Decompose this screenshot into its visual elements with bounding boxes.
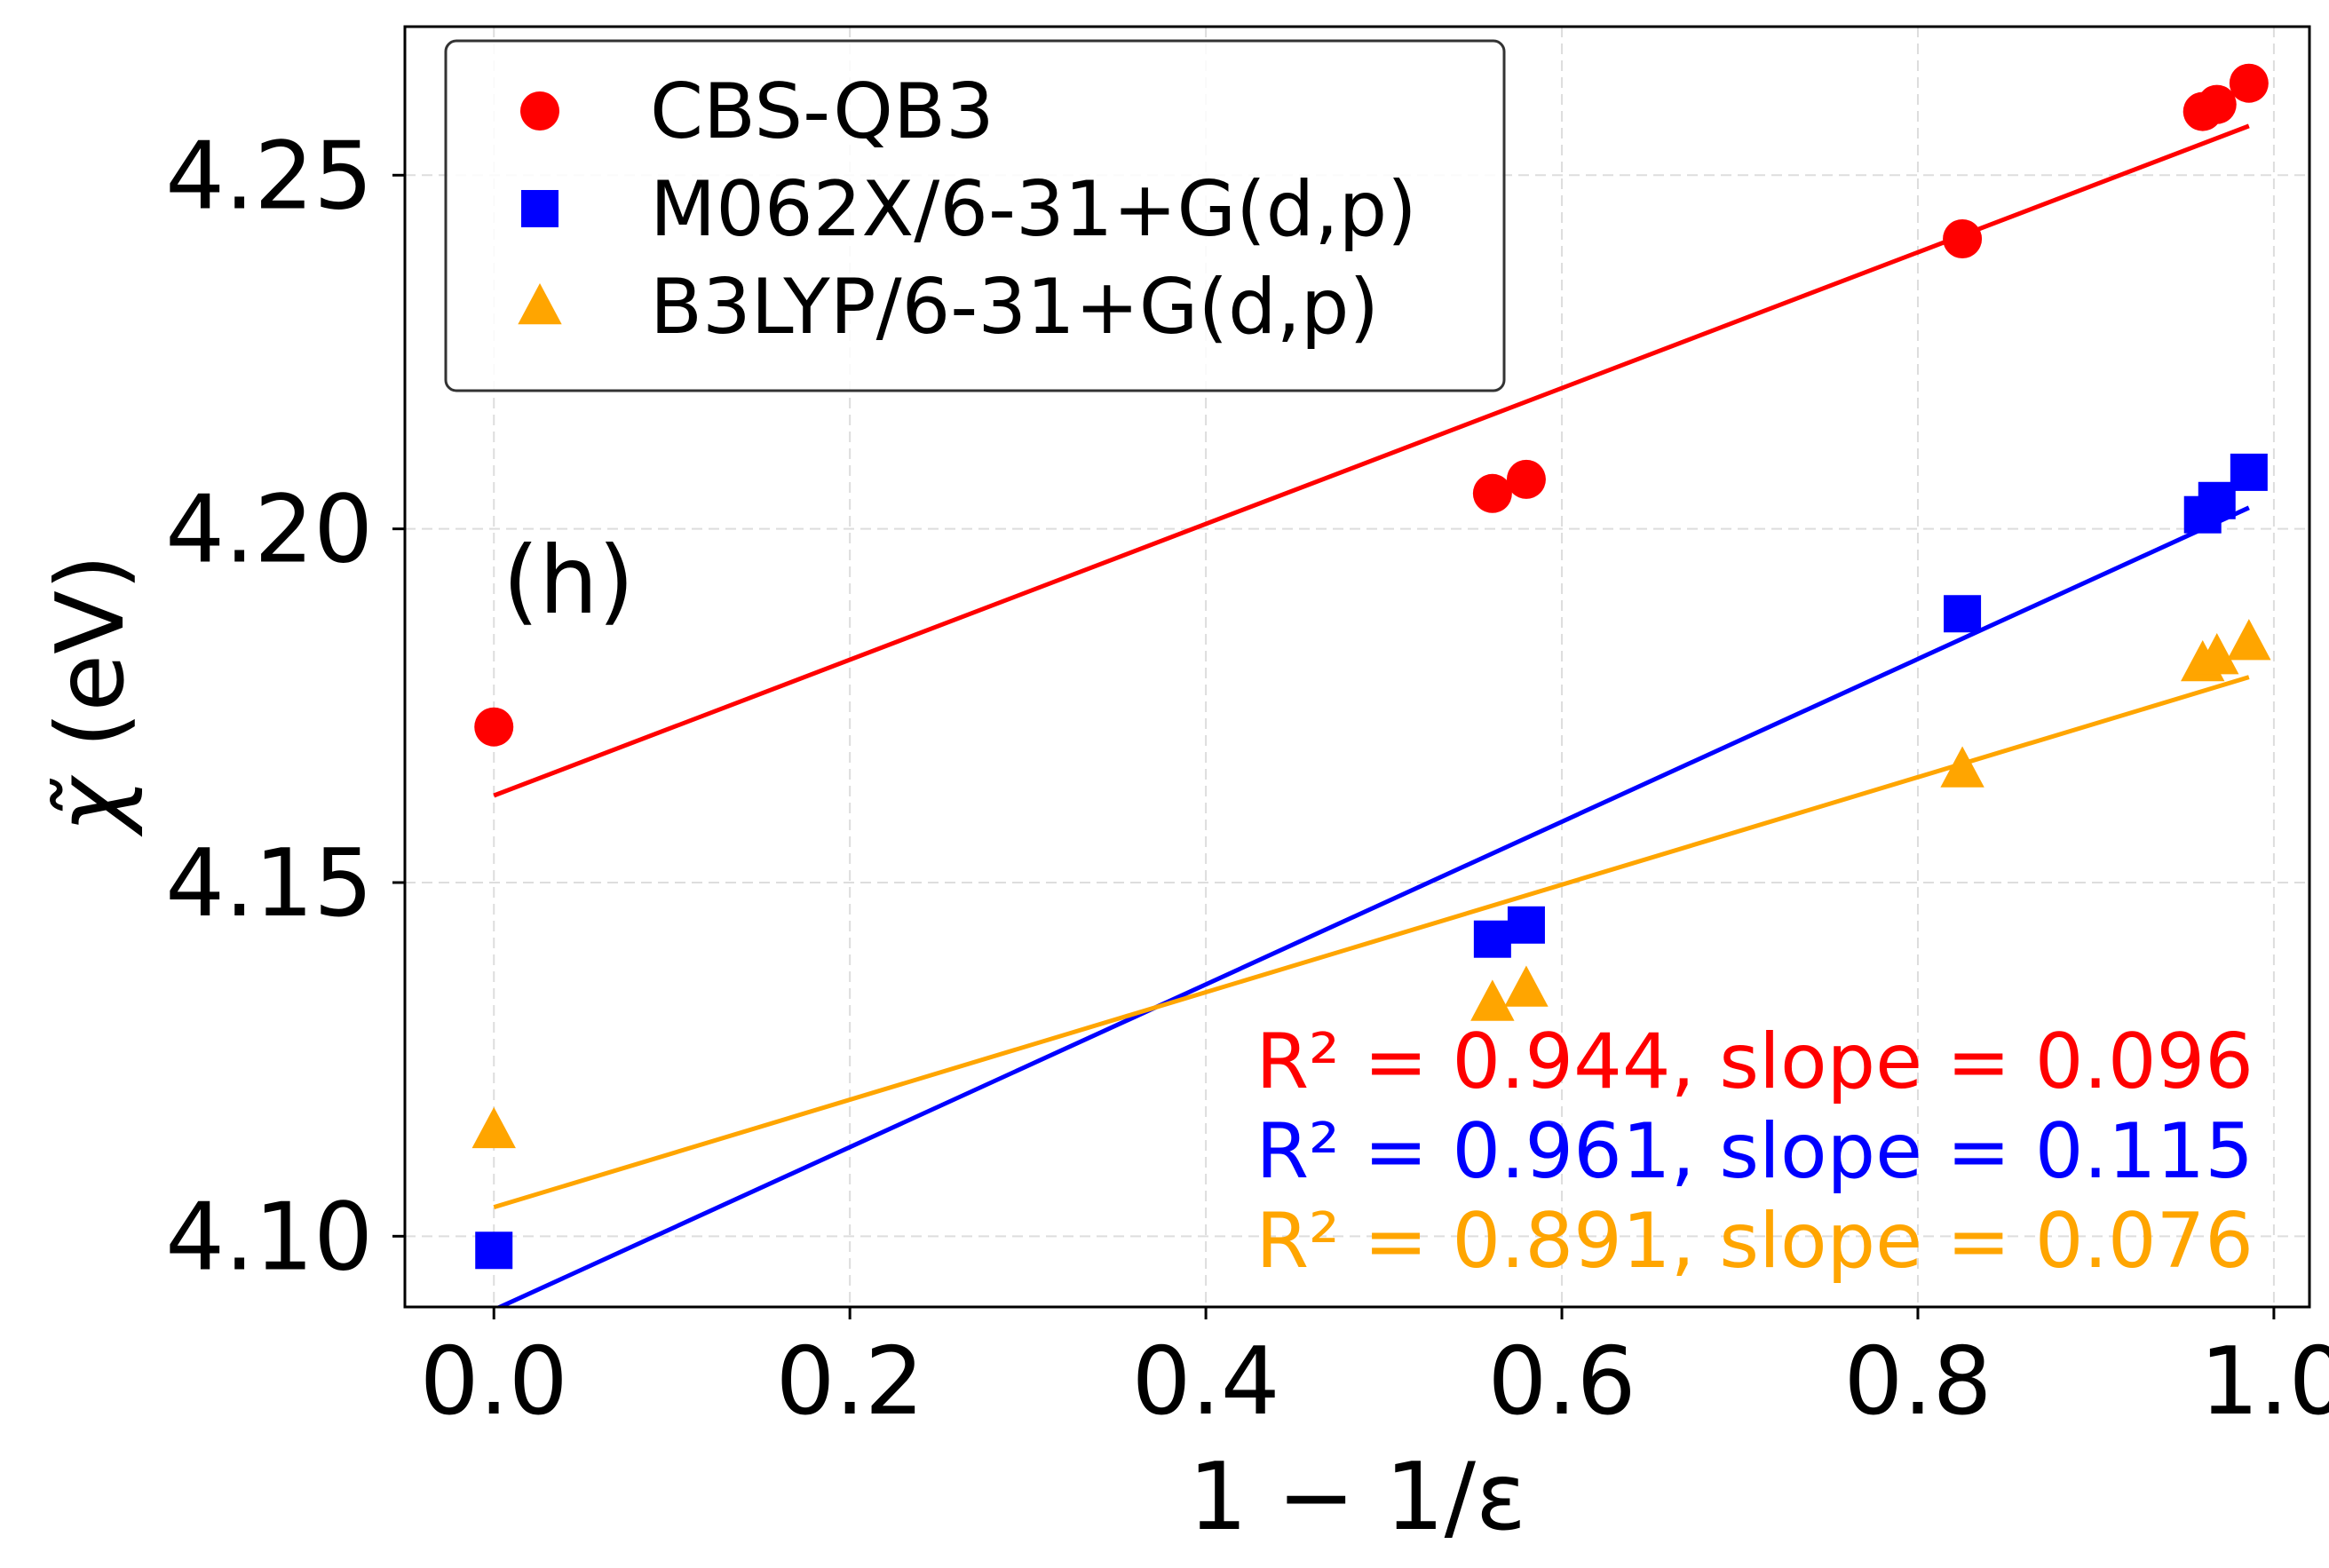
data-point	[2198, 481, 2236, 519]
plot-frame	[403, 25, 2311, 1309]
x-tick-label: 0.0	[420, 1327, 568, 1436]
legend-box	[444, 39, 1506, 392]
data-point	[474, 707, 514, 747]
y-axis-label: χ̃ (eV)	[36, 554, 145, 837]
data-point	[1506, 459, 1546, 499]
grid	[405, 27, 2309, 1307]
data-point	[1507, 906, 1545, 944]
data-point	[2229, 63, 2269, 103]
data-point	[471, 1106, 516, 1149]
y-tick-label: 4.25	[165, 122, 373, 230]
fit-annotation: R² = 0.891, slope = 0.076	[1256, 1197, 2254, 1286]
y-axis-symbol: χ̃	[36, 774, 145, 837]
data-point	[1472, 473, 1512, 513]
data-point	[1940, 746, 1984, 788]
data-point	[1473, 920, 1511, 958]
data-point	[1943, 219, 1983, 259]
panel-label: (h)	[503, 527, 634, 635]
y-tick-label: 4.20	[165, 476, 373, 584]
svg-text:χ̃ (eV): χ̃ (eV)	[36, 554, 145, 837]
data-point	[2197, 84, 2237, 124]
x-axis-label: 1 − 1/ε	[1188, 1443, 1525, 1551]
axis-ticks: 0.0 0.2 0.4 0.6 0.8 1.0 4.10 4.15 4.20 4.25	[165, 122, 2329, 1436]
data-point	[2195, 633, 2239, 675]
data-point	[1470, 979, 1515, 1021]
fit-annotation: R² = 0.961, slope = 0.115	[1256, 1107, 2254, 1196]
data-points	[471, 63, 2271, 1270]
data-point	[1944, 595, 1982, 633]
legend-marker	[520, 91, 559, 131]
legend-label: B3LYP/6-31+G(d,p)	[650, 263, 1379, 352]
y-tick-label: 4.15	[165, 829, 373, 938]
data-point	[475, 1231, 513, 1270]
fit-annotation: R² = 0.944, slope = 0.096	[1256, 1018, 2254, 1106]
y-axis-unit: (eV)	[36, 554, 145, 748]
fit-line	[495, 505, 2250, 1307]
x-tick-label: 0.8	[1843, 1327, 1992, 1436]
legend: CBS-QB3 M062X/6-31+G(d,p) B3LYP/6-31+G(d,p…	[444, 39, 1506, 392]
legend-label: CBS-QB3	[650, 67, 994, 156]
legend-label: M062X/6-31+G(d,p)	[650, 165, 1417, 254]
data-point	[1504, 965, 1549, 1007]
legend-marker	[521, 190, 558, 227]
data-point	[2230, 453, 2268, 491]
x-tick-label: 1.0	[2199, 1327, 2329, 1436]
legend-marker	[518, 283, 562, 325]
x-tick-label: 0.2	[776, 1327, 924, 1436]
x-tick-label: 0.6	[1488, 1327, 1636, 1436]
y-tick-label: 4.10	[165, 1183, 373, 1291]
data-point	[2227, 619, 2271, 661]
x-tick-label: 0.4	[1132, 1327, 1280, 1436]
